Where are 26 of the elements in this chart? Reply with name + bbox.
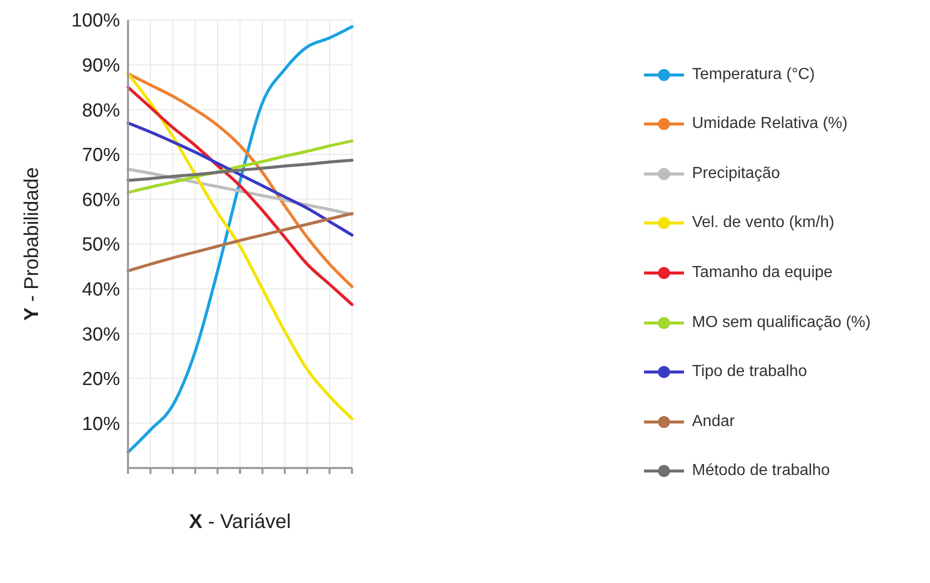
y-tick-label: 70% — [82, 145, 120, 166]
line-series — [126, 25, 354, 454]
x-axis-title: X - Variável — [189, 511, 291, 533]
y-tick-label: 60% — [82, 190, 120, 211]
y-axis-title: Y - Probabilidade — [21, 167, 43, 321]
y-tick-label: 30% — [82, 324, 120, 346]
legend-label: Umidade Relativa (%) — [692, 115, 848, 134]
y-tick-label: 20% — [82, 369, 120, 390]
legend-label: Vel. de vento (km/h) — [692, 214, 834, 232]
legend-label: Precipitação — [692, 164, 780, 183]
line-series — [126, 72, 354, 420]
legend-label: Método de trabalho — [692, 462, 830, 480]
legend-label: MO sem qualificação (%) — [692, 314, 871, 332]
legend-label: Andar — [692, 412, 735, 431]
line-series — [126, 158, 354, 182]
legend-label: Temperatura (°C) — [692, 66, 815, 84]
y-tick-label: 90% — [82, 56, 120, 77]
y-tick-label: 40% — [82, 280, 120, 301]
y-tick-label: 50% — [82, 234, 120, 256]
legend-label: Tipo de trabalho — [692, 363, 808, 382]
y-tick-label: 10% — [82, 414, 120, 435]
y-tick-label: 80% — [82, 100, 120, 122]
line-series — [126, 212, 354, 272]
y-tick-label: 100% — [71, 10, 120, 32]
legend-label: Tamanho da equipe — [692, 264, 833, 282]
line-series — [126, 122, 354, 237]
